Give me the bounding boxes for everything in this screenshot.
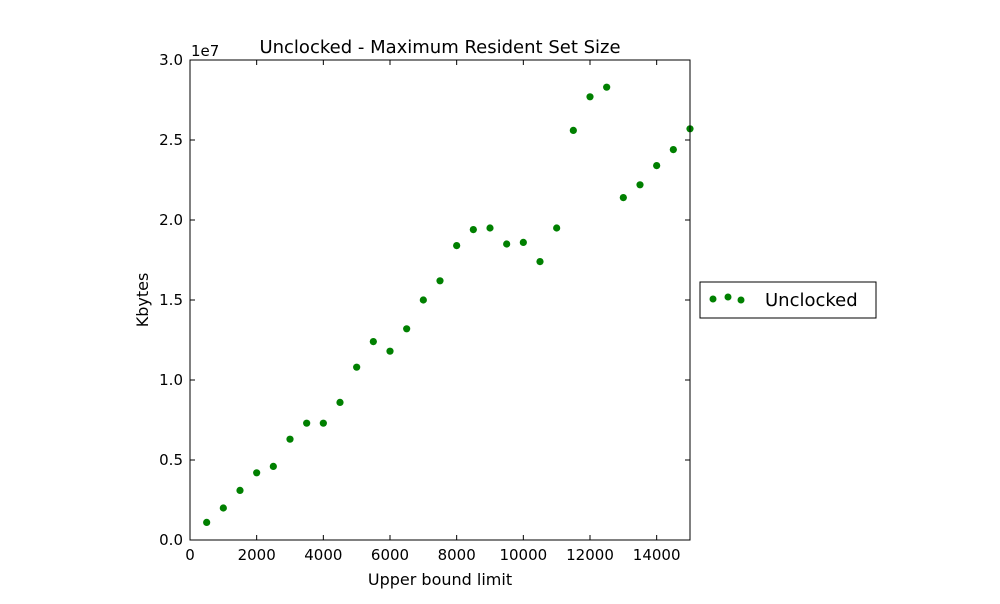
- data-point: [353, 363, 361, 371]
- data-point: [619, 194, 627, 202]
- plot-area-frame: [189, 59, 691, 541]
- data-point: [369, 338, 377, 346]
- axis-ticks: 0 2000 4000 6000 8000 10000 12000 14000 0.0 0.5 1.…: [159, 51, 690, 564]
- data-point: [336, 398, 344, 406]
- data-point: [403, 325, 411, 333]
- data-point: [553, 224, 561, 232]
- data-point: [253, 469, 261, 477]
- legend: Unclocked: [699, 281, 877, 319]
- data-point: [536, 258, 544, 266]
- y-tick-label: 3.0: [159, 51, 183, 69]
- legend-marker: [724, 293, 732, 301]
- data-point: [303, 419, 311, 427]
- data-point: [436, 277, 444, 285]
- data-point: [419, 296, 427, 304]
- x-tick-label: 10000: [499, 546, 547, 564]
- data-point: [219, 504, 227, 512]
- data-point: [469, 226, 477, 234]
- y-tick-label: 0.5: [159, 451, 183, 469]
- data-point: [286, 435, 294, 443]
- x-tick-label: 8000: [438, 546, 476, 564]
- x-tick-label: 12000: [566, 546, 614, 564]
- y-tick-label: 2.0: [159, 211, 183, 229]
- y-tick-label: 2.5: [159, 131, 183, 149]
- x-axis-label: Upper bound limit: [368, 570, 512, 589]
- legend-label: Unclocked: [765, 290, 858, 311]
- data-point: [519, 238, 527, 246]
- x-tick-label: 2000: [238, 546, 276, 564]
- data-point: [669, 146, 677, 154]
- x-tick-label: 0: [185, 546, 195, 564]
- data-point: [636, 181, 644, 189]
- data-points: [203, 83, 694, 527]
- data-point: [653, 162, 661, 170]
- x-tick-label: 6000: [371, 546, 409, 564]
- data-point: [603, 83, 611, 91]
- data-point: [486, 224, 494, 232]
- y-tick-label: 1.0: [159, 371, 183, 389]
- chart-title: Unclocked - Maximum Resident Set Size: [259, 37, 620, 58]
- legend-marker: [737, 296, 745, 304]
- y-axis-label: Kbytes: [133, 273, 152, 328]
- y-tick-label: 1.5: [159, 291, 183, 309]
- x-tick-label: 14000: [633, 546, 681, 564]
- data-point: [203, 518, 211, 527]
- legend-marker: [709, 295, 717, 303]
- y-tick-label: 0.0: [159, 531, 183, 549]
- x-tick-label: 4000: [304, 546, 342, 564]
- y-scale-label: 1e7: [191, 42, 219, 60]
- data-point: [569, 126, 577, 134]
- data-point: [269, 462, 277, 470]
- data-point: [386, 347, 394, 355]
- data-point: [453, 242, 461, 250]
- data-point: [319, 419, 327, 427]
- data-point: [586, 93, 594, 101]
- data-point: [503, 240, 511, 248]
- data-point: [236, 486, 244, 494]
